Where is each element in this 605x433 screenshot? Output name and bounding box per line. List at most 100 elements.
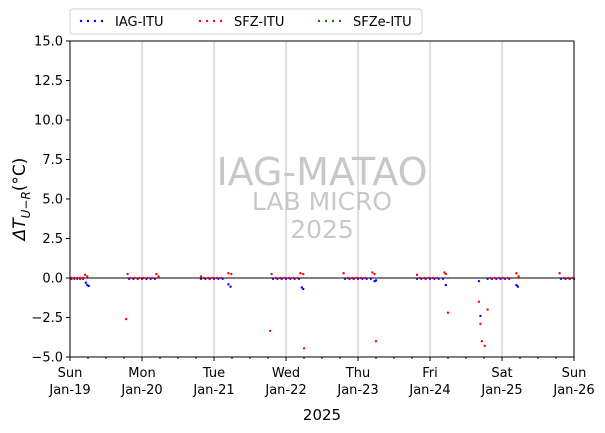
data-point: [199, 275, 203, 278]
data-point: [302, 347, 306, 350]
data-point: [515, 283, 518, 287]
watermark-line3: 2025: [290, 215, 354, 244]
data-point: [299, 272, 302, 275]
data-point: [270, 272, 273, 276]
legend-marker: [338, 19, 342, 23]
data-point: [211, 276, 214, 280]
data-point: [220, 276, 223, 280]
data-point: [486, 277, 489, 280]
data-point: [418, 276, 422, 280]
data-point: [227, 283, 230, 286]
data-point: [137, 276, 141, 280]
data-point: [86, 275, 89, 278]
data-point: [73, 276, 76, 280]
x-axis: Sun Jan-19 Mon Jan-20 Tue Jan-21 Wed Jan-22 Thu J…: [48, 357, 595, 398]
legend-marker: [324, 19, 328, 23]
x-tick-date: Jan-26: [552, 383, 594, 398]
data-point: [76, 276, 79, 280]
y-tick-label: 12.5: [34, 74, 63, 89]
watermark: IAG-MATAO LAB MICRO 2025: [216, 150, 427, 244]
data-point: [126, 272, 129, 276]
x-tick-day: Sun: [58, 366, 83, 381]
data-point: [502, 276, 505, 280]
legend: IAG-ITU SFZ-ITU SFZe-ITU: [69, 8, 423, 35]
y-axis-label-unit: (°C): [10, 158, 30, 192]
data-point: [146, 276, 149, 280]
data-point: [83, 273, 87, 277]
data-point: [296, 276, 299, 280]
svg-text:ΔTU−R(°C): ΔTU−R(°C): [10, 158, 33, 243]
y-tick-label: 10.0: [34, 114, 63, 129]
legend-marker: [79, 19, 83, 23]
data-point: [497, 276, 501, 280]
data-point: [486, 308, 489, 311]
data-point: [364, 276, 367, 280]
data-point: [562, 276, 566, 280]
x-tick-date: Jan-25: [480, 383, 522, 398]
data-point: [215, 276, 219, 280]
legend-box: [69, 8, 423, 35]
data-point: [302, 287, 305, 291]
data-point: [342, 272, 345, 275]
data-point: [371, 271, 374, 274]
data-point: [70, 276, 73, 280]
data-point: [506, 276, 509, 280]
data-point: [359, 276, 363, 280]
legend-marker: [317, 19, 321, 23]
y-axis: −5.0 −2.5 0.0 2.5 5.0 7.5 10.0 12.5 15.0: [31, 35, 70, 366]
y-tick-label: 15.0: [34, 35, 63, 50]
legend-marker: [331, 19, 335, 23]
data-point: [479, 322, 482, 326]
data-point: [81, 276, 85, 280]
x-tick-date: Jan-23: [336, 383, 378, 398]
data-points: [70, 271, 576, 350]
data-point: [479, 314, 482, 318]
data-point: [415, 273, 419, 277]
x-tick-day: Sat: [491, 366, 512, 381]
data-point: [480, 340, 484, 343]
data-point: [153, 277, 157, 280]
data-point: [369, 277, 373, 280]
data-point: [302, 272, 305, 276]
legend-label: SFZe-ITU: [353, 15, 412, 30]
data-point: [567, 276, 570, 280]
y-axis-label: ΔTU−R(°C): [10, 158, 33, 243]
y-tick-label: −2.5: [31, 311, 63, 326]
data-point: [374, 279, 378, 282]
data-point: [230, 272, 233, 276]
data-point: [515, 272, 518, 275]
legend-marker: [100, 19, 104, 23]
legend-marker: [93, 19, 97, 23]
data-point: [229, 285, 232, 288]
data-point: [271, 277, 275, 280]
data-point: [129, 276, 132, 280]
data-point: [84, 281, 88, 284]
x-axis-label: 2025: [303, 406, 341, 424]
data-point: [142, 276, 145, 280]
y-axis-label-sub: U−R: [19, 191, 33, 218]
data-point: [268, 329, 272, 333]
x-tick-day: Wed: [272, 366, 300, 381]
data-point: [483, 344, 486, 348]
data-point: [157, 275, 160, 278]
data-point: [346, 276, 350, 280]
y-tick-label: 0.0: [42, 272, 63, 287]
data-point: [446, 311, 450, 314]
legend-marker: [205, 19, 209, 23]
data-point: [78, 276, 82, 280]
data-point: [558, 272, 561, 275]
data-point: [207, 276, 210, 280]
y-tick-label: 5.0: [42, 193, 63, 208]
legend-label: IAG-ITU: [115, 15, 164, 30]
y-axis-label-t: T: [10, 217, 30, 229]
data-point: [279, 276, 282, 280]
data-point: [283, 276, 286, 280]
data-point: [559, 277, 563, 280]
x-tick-date: Jan-20: [120, 383, 162, 398]
data-point: [274, 276, 278, 280]
data-point: [199, 277, 203, 280]
data-point: [124, 317, 128, 321]
data-point: [427, 276, 430, 280]
x-tick-date: Jan-19: [48, 383, 90, 398]
data-point: [477, 279, 481, 283]
